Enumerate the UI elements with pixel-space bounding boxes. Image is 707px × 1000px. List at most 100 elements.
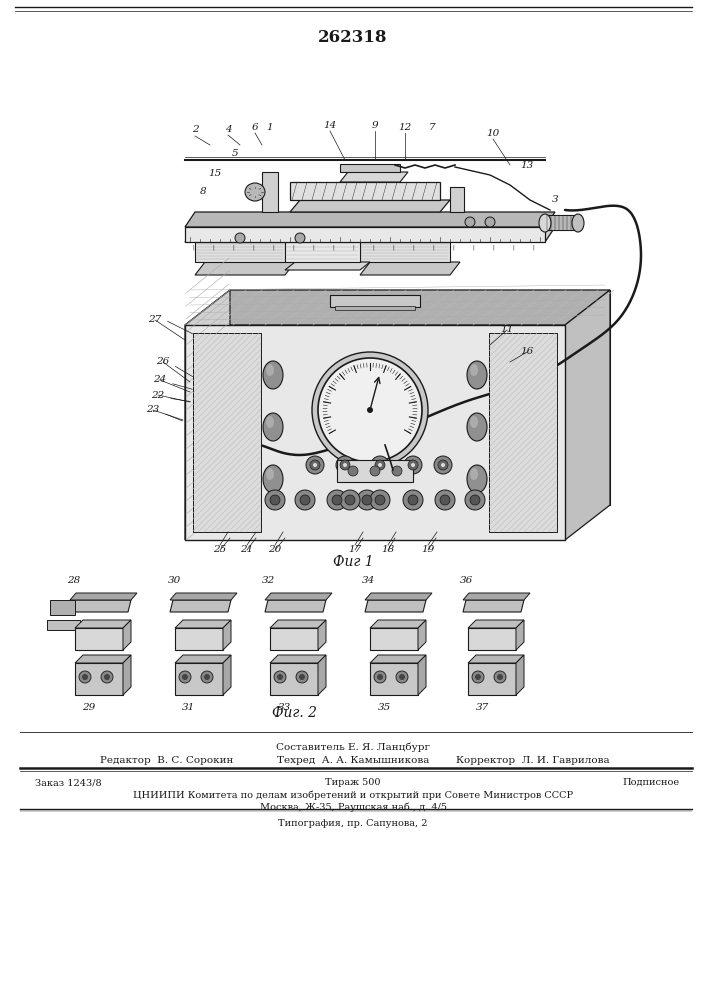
Text: Подписное: Подписное	[623, 778, 680, 787]
Circle shape	[336, 456, 354, 474]
Bar	[75, 663, 123, 695]
Polygon shape	[175, 655, 231, 663]
Circle shape	[313, 463, 317, 467]
Polygon shape	[175, 620, 231, 628]
Bar	[360, 242, 450, 262]
Polygon shape	[468, 620, 524, 628]
Circle shape	[438, 460, 448, 470]
Circle shape	[497, 674, 503, 680]
Text: |: |	[252, 245, 254, 250]
Bar	[370, 663, 418, 695]
Circle shape	[375, 495, 385, 505]
Circle shape	[201, 671, 213, 683]
Text: Редактор  В. С. Сорокин: Редактор В. С. Сорокин	[100, 756, 233, 765]
Text: |: |	[272, 245, 274, 250]
Polygon shape	[270, 620, 326, 628]
Polygon shape	[370, 655, 426, 663]
Ellipse shape	[266, 416, 274, 428]
Circle shape	[357, 490, 377, 510]
Text: 29: 29	[83, 703, 95, 712]
Circle shape	[306, 456, 324, 474]
Circle shape	[295, 490, 315, 510]
Text: 7: 7	[428, 122, 436, 131]
Text: |: |	[412, 245, 414, 250]
Ellipse shape	[266, 468, 274, 480]
Ellipse shape	[263, 361, 283, 389]
Circle shape	[296, 671, 308, 683]
Circle shape	[299, 674, 305, 680]
Bar	[335, 306, 415, 310]
Text: |: |	[452, 245, 454, 250]
Circle shape	[494, 671, 506, 683]
Circle shape	[82, 674, 88, 680]
Circle shape	[270, 495, 280, 505]
Text: |: |	[352, 245, 354, 250]
Ellipse shape	[467, 465, 487, 493]
Bar	[175, 628, 223, 650]
Text: Типография, пр. Сапунова, 2: Типография, пр. Сапунова, 2	[279, 819, 428, 828]
Text: 16: 16	[520, 348, 534, 357]
Text: 2: 2	[192, 125, 198, 134]
Circle shape	[408, 460, 418, 470]
Polygon shape	[340, 172, 408, 182]
Bar	[195, 242, 285, 262]
Polygon shape	[223, 620, 231, 650]
Circle shape	[475, 674, 481, 680]
Polygon shape	[47, 620, 80, 630]
Text: 36: 36	[460, 576, 474, 585]
Ellipse shape	[263, 465, 283, 493]
Circle shape	[408, 495, 418, 505]
Circle shape	[404, 456, 422, 474]
Ellipse shape	[470, 416, 478, 428]
Polygon shape	[365, 593, 432, 600]
Text: 33: 33	[277, 703, 291, 712]
Bar	[337, 460, 413, 482]
Text: |: |	[492, 245, 494, 250]
Text: 22: 22	[151, 390, 165, 399]
Text: 25: 25	[214, 546, 227, 554]
Ellipse shape	[245, 183, 265, 201]
Text: Фиг. 2: Фиг. 2	[272, 706, 317, 720]
Circle shape	[434, 456, 452, 474]
Circle shape	[465, 217, 475, 227]
Text: |: |	[312, 245, 314, 250]
Bar	[185, 227, 545, 242]
Text: |: |	[192, 245, 194, 250]
Circle shape	[274, 671, 286, 683]
Circle shape	[345, 495, 355, 505]
Text: 24: 24	[153, 375, 167, 384]
Polygon shape	[170, 600, 231, 612]
Polygon shape	[195, 262, 295, 275]
Circle shape	[399, 674, 405, 680]
Text: 19: 19	[421, 546, 435, 554]
Text: |: |	[432, 245, 434, 250]
Circle shape	[348, 466, 358, 476]
Text: 6: 6	[252, 122, 258, 131]
Text: Заказ 1243/8: Заказ 1243/8	[35, 778, 102, 787]
Polygon shape	[516, 620, 524, 650]
Text: |: |	[392, 245, 394, 250]
Bar	[175, 663, 223, 695]
Circle shape	[332, 495, 342, 505]
Text: 17: 17	[349, 546, 361, 554]
Text: ЦНИИПИ Комитета по делам изобретений и открытий при Совете Министров СССР: ЦНИИПИ Комитета по делам изобретений и о…	[133, 790, 573, 800]
Polygon shape	[230, 290, 610, 505]
Text: Фиг 1: Фиг 1	[333, 555, 373, 569]
Polygon shape	[463, 600, 524, 612]
Polygon shape	[170, 593, 237, 600]
Circle shape	[435, 490, 455, 510]
Text: 10: 10	[486, 128, 500, 137]
Text: 1: 1	[267, 122, 274, 131]
Text: 34: 34	[363, 576, 375, 585]
Polygon shape	[516, 655, 524, 695]
Text: 28: 28	[67, 576, 81, 585]
Text: |: |	[332, 245, 334, 250]
Circle shape	[343, 463, 347, 467]
Circle shape	[403, 490, 423, 510]
Text: 4: 4	[225, 125, 231, 134]
Text: 20: 20	[269, 546, 281, 554]
Circle shape	[340, 460, 350, 470]
Text: |: |	[512, 245, 514, 250]
Circle shape	[371, 456, 389, 474]
Text: 12: 12	[398, 122, 411, 131]
